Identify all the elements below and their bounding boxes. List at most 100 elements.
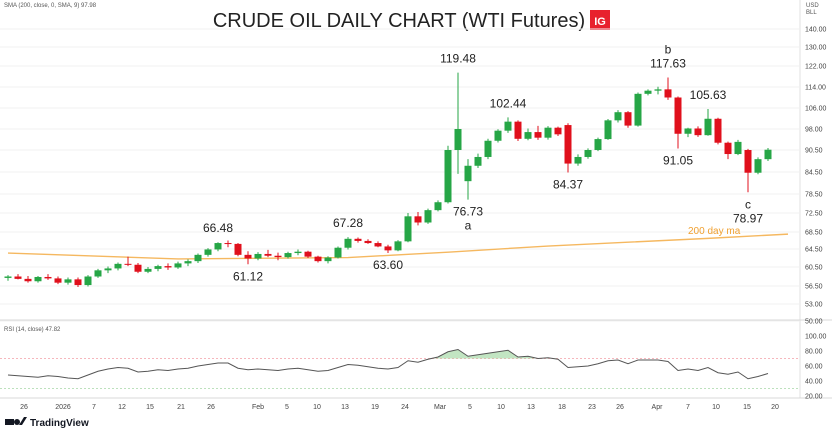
candle (94, 268, 102, 278)
unit-label: USD (806, 3, 819, 9)
candle (404, 213, 412, 243)
candle (184, 259, 192, 267)
candle (674, 96, 682, 149)
candle (334, 246, 342, 259)
candle-body (464, 165, 472, 182)
tradingview-logo (5, 417, 27, 425)
candle (104, 266, 112, 274)
candle (524, 128, 532, 141)
time-tick-label: 13 (527, 404, 535, 411)
wave-annotation: 66.48 (203, 221, 233, 235)
candle (614, 110, 622, 123)
candle (214, 242, 222, 252)
candle (164, 263, 172, 270)
candle-body (34, 276, 42, 282)
candle-body (214, 243, 222, 250)
candle-body (434, 202, 442, 211)
candle (414, 212, 422, 226)
candle-body (714, 118, 722, 143)
candle-body (254, 253, 262, 259)
price-tick-label: 56.50 (805, 284, 823, 291)
candle (144, 267, 152, 274)
candle (504, 117, 512, 133)
candle-body (514, 121, 522, 139)
candle-body (274, 255, 282, 258)
candle (64, 277, 72, 285)
candle-body (694, 128, 702, 136)
time-tick-label: 24 (401, 404, 409, 411)
time-tick-label: 19 (371, 404, 379, 411)
time-tick-label: 15 (146, 404, 154, 411)
candle (564, 123, 572, 173)
candle (444, 145, 452, 204)
candle (584, 148, 592, 159)
candle (454, 72, 462, 174)
candle (554, 126, 562, 136)
candle (124, 256, 132, 267)
candle (304, 250, 312, 258)
candle-body (584, 150, 592, 157)
chart-title: CRUDE OIL DAILY CHART (WTI Futures) (213, 10, 585, 32)
wave-annotation: 102.44 (490, 96, 527, 110)
candle (484, 138, 492, 160)
candle-body (354, 238, 362, 241)
candle (764, 148, 772, 161)
wave-annotation: 67.28 (333, 216, 363, 230)
candle-body (384, 246, 392, 251)
candle-body (164, 266, 172, 268)
price-tick-label: 50.00 (805, 319, 823, 326)
candle-body (414, 216, 422, 223)
candle-body (114, 263, 122, 269)
time-tick-label: 18 (558, 404, 566, 411)
candle-body (674, 97, 682, 134)
candle-body (204, 249, 212, 255)
candle-body (84, 276, 92, 286)
wave-annotation: 78.97 (733, 211, 763, 225)
candle (194, 253, 202, 263)
candle-body (444, 150, 452, 203)
price-tick-label: 78.50 (805, 192, 823, 199)
candle-body (264, 253, 272, 256)
candle (284, 251, 292, 259)
time-tick-label: 5 (285, 404, 289, 411)
time-tick-label: 2026 (55, 404, 71, 411)
candle-body (154, 266, 162, 269)
ig-logo (590, 10, 610, 30)
price-tick-label: 90.50 (805, 148, 823, 155)
candle-body (724, 142, 732, 155)
candle-body (24, 278, 32, 282)
candle-body (524, 132, 532, 139)
candle-body (554, 127, 562, 135)
candle (234, 243, 242, 257)
candle (654, 86, 662, 95)
candle (714, 117, 722, 145)
wave-annotation: 84.37 (553, 177, 583, 191)
candle (354, 237, 362, 243)
time-tick-label: 15 (743, 404, 751, 411)
candle-body (634, 93, 642, 126)
candle-body (744, 150, 752, 173)
candle (14, 274, 22, 280)
time-tick-label: Apr (652, 404, 664, 411)
candle (44, 274, 52, 280)
time-tick-label: 26 (207, 404, 215, 411)
price-tick-label: 68.50 (805, 230, 823, 237)
time-tick-label: 20 (771, 404, 779, 411)
candle (34, 276, 42, 283)
candle-body (294, 251, 302, 254)
candle-body (244, 254, 252, 259)
candle (734, 139, 742, 156)
candle-body (44, 276, 52, 279)
indicator-caption: SMA (200, close, 0, SMA, 9) 97.98 (4, 3, 97, 9)
tradingview-wordmark: TradingView (30, 418, 89, 429)
candle (264, 249, 272, 258)
candle-body (4, 276, 12, 278)
unit-sublabel: BLL (806, 10, 817, 16)
candle-body (624, 112, 632, 126)
candle (374, 241, 382, 248)
candle (494, 129, 502, 143)
candle (724, 141, 732, 160)
candle (624, 111, 632, 128)
time-tick-label: 26 (20, 404, 28, 411)
time-tick-label: 13 (341, 404, 349, 411)
